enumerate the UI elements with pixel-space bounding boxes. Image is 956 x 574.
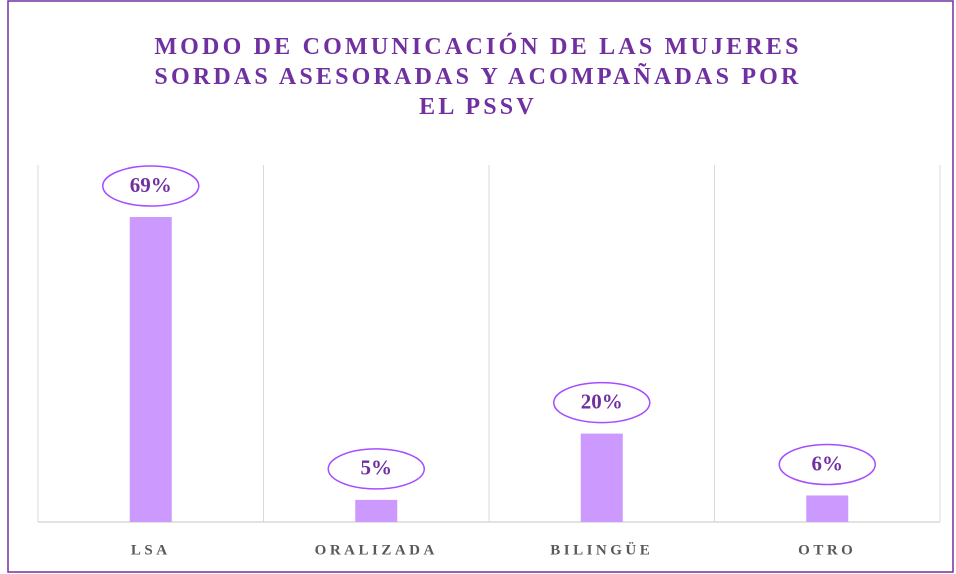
chart-frame	[7, 0, 954, 573]
data-label: 5%	[361, 456, 393, 480]
data-label: 69%	[130, 173, 172, 197]
label-bubble	[553, 381, 651, 424]
label-bubble	[778, 443, 876, 486]
x-tick-label: LSA	[131, 542, 171, 558]
data-label: 20%	[581, 389, 623, 413]
x-tick-label: BILINGÜE	[550, 541, 653, 558]
label-bubble	[102, 165, 200, 207]
label-bubble	[327, 448, 425, 490]
bar	[355, 499, 398, 522]
bar	[806, 495, 849, 522]
x-tick-label: OTRO	[798, 542, 856, 558]
data-label: 6%	[812, 451, 844, 475]
chart-title: MODO DE COMUNICACIÓN DE LAS MUJERES SORD…	[154, 34, 802, 120]
bar	[129, 217, 172, 522]
bar	[580, 433, 623, 522]
x-tick-label: ORALIZADA	[315, 542, 438, 558]
